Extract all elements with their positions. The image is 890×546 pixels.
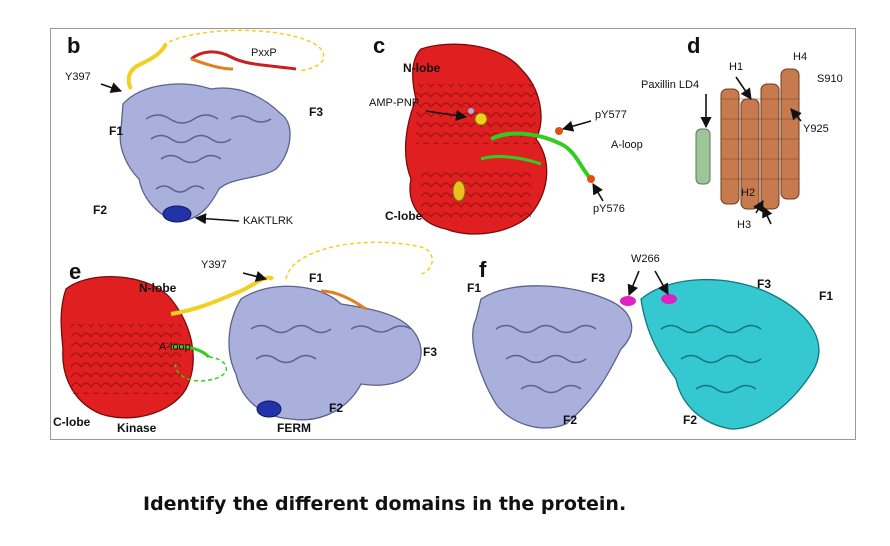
- amp-pnp-ligand: [474, 112, 488, 126]
- label-f2-right: F2: [683, 413, 698, 427]
- w266-residue-left: [620, 296, 636, 306]
- label-w266: W266: [631, 253, 660, 265]
- label-amp-pnp: AMP-PNP: [369, 97, 420, 109]
- label-f3: F3: [309, 105, 324, 119]
- label-c-lobe-e: C-lobe: [53, 415, 91, 429]
- py576-site: [587, 175, 595, 183]
- label-f1-e: F1: [309, 271, 324, 285]
- label-pxxp: PxxP: [251, 47, 277, 59]
- panel-e-structure: [60, 241, 433, 421]
- ferm-dimer-left: [472, 285, 633, 429]
- label-h1: H1: [729, 61, 744, 73]
- panel-d-structure: [695, 68, 800, 210]
- panel-f-letter: f: [479, 257, 487, 282]
- label-h2: H2: [741, 187, 756, 199]
- panel-b-letter: b: [67, 33, 81, 58]
- ferm-ribbon-e: [228, 285, 422, 421]
- panel-b-structure: [119, 29, 325, 223]
- kaktlrk-helix: [162, 205, 192, 223]
- fat-helix-h1: [720, 88, 740, 205]
- label-y397: Y397: [65, 71, 91, 83]
- label-py576: pY576: [593, 203, 625, 215]
- fat-helix-h3: [760, 83, 780, 210]
- panel-d-letter: d: [687, 33, 701, 58]
- label-f2-e: F2: [329, 401, 344, 415]
- label-ferm: FERM: [277, 421, 311, 435]
- label-f2: F2: [93, 203, 108, 217]
- ferm-ribbon: [119, 83, 291, 222]
- question-text: Identify the different domains in the pr…: [143, 493, 627, 515]
- label-n-lobe-e: N-lobe: [139, 281, 177, 295]
- label-a-loop: A-loop: [611, 139, 643, 151]
- panel-c-structure: [404, 43, 595, 235]
- pxxp-motif: [190, 50, 297, 71]
- label-h3: H3: [737, 219, 752, 231]
- fat-helix-h4: [780, 68, 800, 200]
- label-f3-right: F3: [757, 277, 772, 291]
- a-loop-ribbon: [490, 131, 593, 181]
- figure-panel-group: b c d e f Y397 F1 F2 F3 PxxP KAKTLRK N-l…: [50, 28, 856, 440]
- label-f2-left: F2: [563, 413, 578, 427]
- label-paxillin: Paxillin LD4: [641, 79, 700, 91]
- structure-artwork: [60, 29, 820, 430]
- label-c-lobe: C-lobe: [385, 209, 423, 223]
- label-f1: F1: [109, 124, 124, 138]
- label-kinase: Kinase: [117, 421, 157, 435]
- label-y925: Y925: [803, 123, 829, 135]
- label-f3-e: F3: [423, 345, 438, 359]
- label-py577: pY577: [595, 109, 627, 121]
- py577-site: [555, 127, 563, 135]
- label-y397-e: Y397: [201, 259, 227, 271]
- w266-residue-right: [661, 294, 677, 304]
- panel-c-letter: c: [373, 33, 386, 58]
- label-f1-right: F1: [819, 289, 834, 303]
- label-f1-left: F1: [467, 281, 482, 295]
- panel-f-structure: [472, 278, 820, 430]
- label-s910: S910: [817, 73, 843, 85]
- label-a-loop-e: A-loop: [159, 341, 191, 353]
- y397-linker: [126, 43, 168, 90]
- annotation-arrows: [100, 76, 802, 297]
- c-lobe-inhibitor: [452, 180, 466, 202]
- ferm-dimer-right: [640, 278, 820, 430]
- label-n-lobe: N-lobe: [403, 61, 441, 75]
- panel-e-letter: e: [69, 259, 82, 284]
- a-loop-e: [170, 345, 211, 359]
- label-f3-left: F3: [591, 271, 606, 285]
- paxillin-helix: [695, 128, 711, 185]
- label-kaktlrk: KAKTLRK: [243, 215, 294, 227]
- label-h4: H4: [793, 51, 808, 63]
